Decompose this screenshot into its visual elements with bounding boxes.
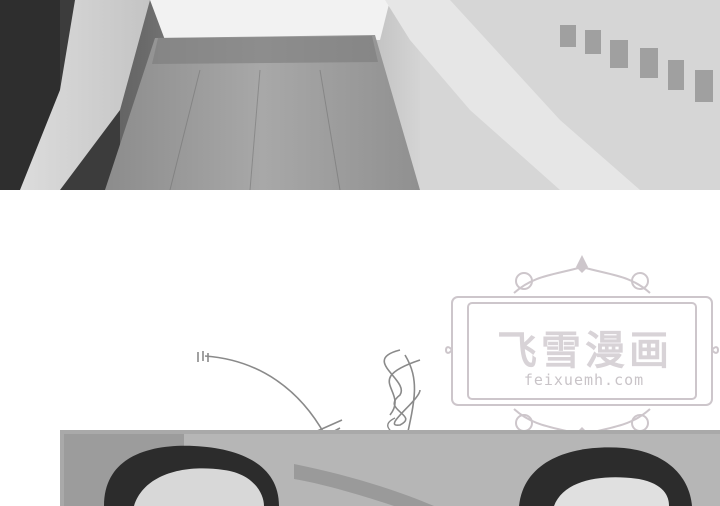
bottom-photo-illustration bbox=[64, 434, 720, 506]
watermark-url: feixuemh.com bbox=[523, 371, 645, 389]
top-photo-illustration bbox=[0, 0, 720, 190]
top-photo-panel bbox=[0, 0, 720, 190]
watermark: 飞雪漫画 feixuemh.com bbox=[444, 255, 720, 445]
watermark-title: 飞雪漫画 bbox=[497, 328, 673, 374]
bottom-photo-panel bbox=[60, 430, 720, 506]
